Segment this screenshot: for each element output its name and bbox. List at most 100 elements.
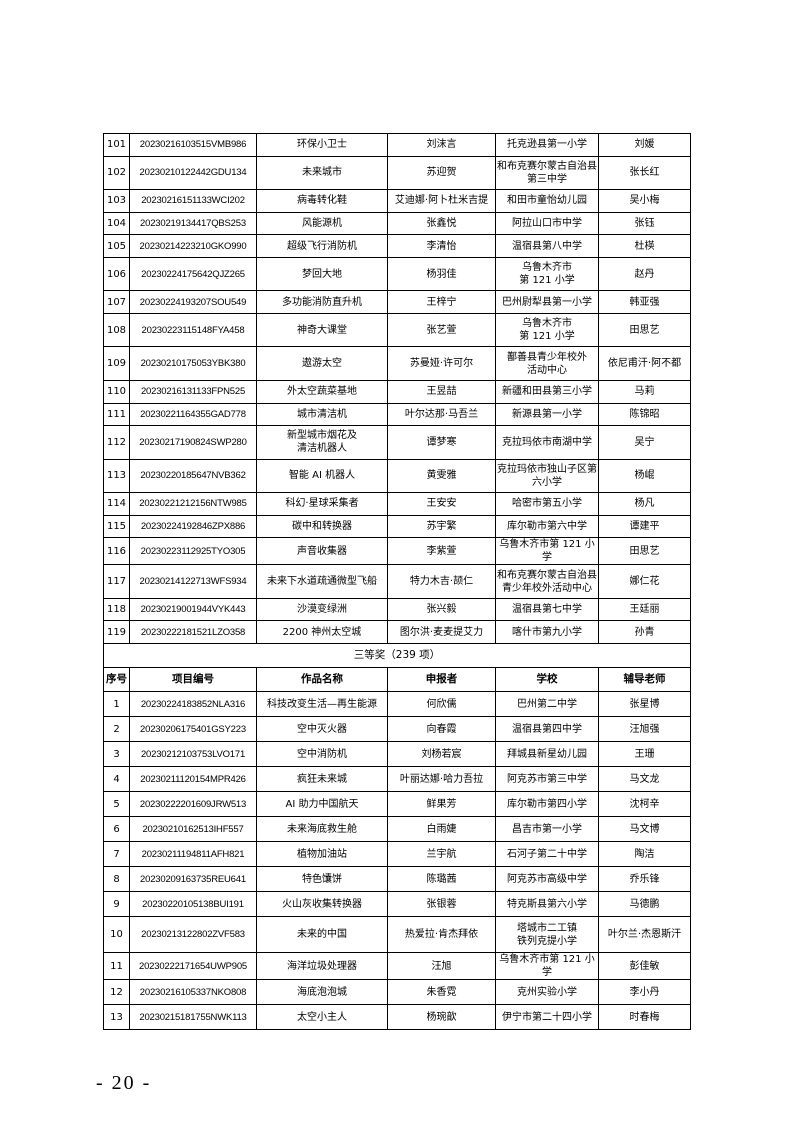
cell-code: 20230215181755NWK113 bbox=[129, 1004, 257, 1031]
cell-code: 20230211194811AFH821 bbox=[129, 841, 257, 868]
table-row: 104 20230219134417QBS253 风能源机 张鑫悦 阿拉山口市中学 张钰 bbox=[103, 211, 691, 236]
table-row: 119 20230222181521LZO358 2200 神州太空城 图尔洪·麦麦提… bbox=[103, 620, 691, 645]
cell-index: 110 bbox=[103, 379, 130, 404]
cell-index: 112 bbox=[103, 425, 130, 460]
cell-work-title: 多功能消防直升机 bbox=[256, 290, 388, 314]
cell-advisor: 张长红 bbox=[598, 155, 691, 191]
cell-work-title: 风能源机 bbox=[256, 211, 388, 236]
cell-applicant: 王安安 bbox=[387, 492, 496, 516]
cell-advisor: 吴宁 bbox=[598, 425, 691, 460]
cell-work-title: 科幻·星球采集者 bbox=[256, 492, 388, 516]
table-row: 107 20230224193207SOU549 多功能消防直升机 王梓宁 巴州尉犁县第… bbox=[103, 290, 691, 314]
cell-code: 20230216103515VMB986 bbox=[129, 133, 257, 157]
cell-index: 108 bbox=[103, 312, 130, 348]
cell-code: 20230216151133WCI202 bbox=[129, 189, 257, 213]
cell-index: 4 bbox=[103, 766, 130, 793]
cell-advisor: 赵丹 bbox=[598, 256, 691, 292]
cell-school: 特克斯县第六小学 bbox=[495, 891, 599, 918]
cell-school: 石河子第二十中学 bbox=[495, 841, 599, 868]
cell-code: 20230210122442GDU134 bbox=[129, 155, 257, 191]
cell-applicant: 王昱喆 bbox=[387, 379, 496, 404]
cell-school: 克拉玛依市南湖中学 bbox=[495, 425, 599, 460]
cell-index: 11 bbox=[103, 952, 130, 981]
cell-applicant: 刘沫言 bbox=[387, 133, 496, 157]
table-row: 11 20230222171654UWP905 海洋垃圾处理器 汪旭 乌鲁木齐市第 12… bbox=[103, 952, 691, 981]
cell-code: 20230223115148FYA458 bbox=[129, 312, 257, 348]
cell-work-title: 科技改变生活—再生能源 bbox=[256, 691, 388, 718]
cell-advisor: 刘媛 bbox=[598, 133, 691, 157]
cell-work-title: 未来下水道疏通微型飞船 bbox=[256, 564, 388, 599]
cell-work-title: 超级飞行消防机 bbox=[256, 234, 388, 258]
cell-work-title: 遨游太空 bbox=[256, 346, 388, 381]
cell-code: 20230216131133FPN525 bbox=[129, 379, 257, 404]
cell-school: 温宿县第四中学 bbox=[495, 716, 599, 743]
cell-code: 20230223112925TYO305 bbox=[129, 537, 257, 566]
cell-work-title: 城市清洁机 bbox=[256, 402, 388, 427]
cell-code: 20230216105337NKO808 bbox=[129, 979, 257, 1006]
cell-work-title: 海洋垃圾处理器 bbox=[256, 952, 388, 981]
cell-index: 7 bbox=[103, 841, 130, 868]
column-header-work-title: 作品名称 bbox=[256, 667, 388, 693]
cell-index: 109 bbox=[103, 346, 130, 381]
cell-code: 20230213122802ZVF583 bbox=[129, 916, 257, 954]
cell-work-title: 疯狂未来城 bbox=[256, 766, 388, 793]
cell-school: 克拉玛依市独山子区第 六小学 bbox=[495, 458, 599, 494]
cell-index: 114 bbox=[103, 492, 130, 516]
cell-advisor: 田思艺 bbox=[598, 537, 691, 566]
column-header-code: 项目编号 bbox=[129, 667, 257, 693]
cell-advisor: 马德鹏 bbox=[598, 891, 691, 918]
cell-advisor: 王廷丽 bbox=[598, 597, 691, 622]
cell-code: 20230212103753LVO171 bbox=[129, 741, 257, 768]
cell-school: 哈密市第五小学 bbox=[495, 492, 599, 516]
cell-applicant: 鲜果芳 bbox=[387, 791, 496, 818]
cell-school: 新源县第一小学 bbox=[495, 402, 599, 427]
table-row: 103 20230216151133WCI202 病毒转化鞋 艾迪娜·阿卜杜米吉提 和田… bbox=[103, 189, 691, 213]
cell-index: 104 bbox=[103, 211, 130, 236]
cell-applicant: 叶尔达那·马吾兰 bbox=[387, 402, 496, 427]
cell-school: 拜城县新星幼儿园 bbox=[495, 741, 599, 768]
table-row: 112 20230217190824SWP280 新型城市烟花及 清洁机器人 谭梦寒克… bbox=[103, 425, 691, 460]
cell-code: 20230210162513IHF557 bbox=[129, 816, 257, 843]
table-row: 102 20230210122442GDU134 未来城市 苏迎贺 和布克赛尔蒙古自治县… bbox=[103, 155, 691, 191]
cell-advisor: 田思艺 bbox=[598, 312, 691, 348]
cell-applicant: 张银蓉 bbox=[387, 891, 496, 918]
cell-applicant: 谭梦寒 bbox=[387, 425, 496, 460]
cell-applicant: 热爱拉·肯杰拜依 bbox=[387, 916, 496, 954]
cell-applicant: 杨琬歆 bbox=[387, 1004, 496, 1031]
cell-work-title: 病毒转化鞋 bbox=[256, 189, 388, 213]
table-row: 5 20230222201609JRW513 AI 助力中国航天 鲜果芳 库尔勒市第四小… bbox=[103, 791, 691, 818]
cell-work-title: AI 助力中国航天 bbox=[256, 791, 388, 818]
table-row: 111 20230221164355GAD778 城市清洁机 叶尔达那·马吾兰 新源县第… bbox=[103, 402, 691, 427]
cell-applicant: 白雨婕 bbox=[387, 816, 496, 843]
cell-school: 巴州第二中学 bbox=[495, 691, 599, 718]
cell-index: 101 bbox=[103, 133, 130, 157]
cell-school: 阿克苏市高级中学 bbox=[495, 866, 599, 893]
cell-work-title: 环保小卫士 bbox=[256, 133, 388, 157]
cell-index: 116 bbox=[103, 537, 130, 566]
cell-work-title: 植物加油站 bbox=[256, 841, 388, 868]
cell-advisor: 王珊 bbox=[598, 741, 691, 768]
cell-school: 喀什市第九小学 bbox=[495, 620, 599, 645]
cell-index: 1 bbox=[103, 691, 130, 718]
cell-index: 13 bbox=[103, 1004, 130, 1031]
cell-school: 塔城市二工镇 铁列克提小学 bbox=[495, 916, 599, 954]
cell-code: 20230222171654UWP905 bbox=[129, 952, 257, 981]
table-row: 113 20230220185647NVB362 智能 AI 机器人 黄雯雅 克拉玛依市… bbox=[103, 458, 691, 494]
table-row: 114 20230221212156NTW985 科幻·星球采集者 王安安 哈密市第五小… bbox=[103, 492, 691, 516]
table-row: 8 20230209163735REU641 特色馕饼 陈璐茜 阿克苏市高级中学 乔乐锋 bbox=[103, 866, 691, 893]
table-row: 118 20230219001944VYK443 沙漠变绿洲 张兴毅 温宿县第七中学 王廷… bbox=[103, 597, 691, 622]
cell-code: 20230221164355GAD778 bbox=[129, 402, 257, 427]
table-row: 115 20230224192846ZPX886 碳中和转换器 苏宇繁 库尔勒市第六中学… bbox=[103, 514, 691, 539]
cell-applicant: 苏迎贺 bbox=[387, 155, 496, 191]
table-row: 106 20230224175642QJZ265 梦回大地 杨羽佳 乌鲁木齐市 第 12… bbox=[103, 256, 691, 292]
table-row: 110 20230216131133FPN525 外太空蔬菜基地 王昱喆 新疆和田县第三… bbox=[103, 379, 691, 404]
cell-code: 20230224192846ZPX886 bbox=[129, 514, 257, 539]
cell-advisor: 时春梅 bbox=[598, 1004, 691, 1031]
cell-index: 111 bbox=[103, 402, 130, 427]
cell-applicant: 杨羽佳 bbox=[387, 256, 496, 292]
cell-school: 巴州尉犁县第一小学 bbox=[495, 290, 599, 314]
cell-advisor: 乔乐锋 bbox=[598, 866, 691, 893]
table-row: 105 20230214223210GKO990 超级飞行消防机 李清怡 温宿县第八中学… bbox=[103, 234, 691, 258]
cell-school: 和布克赛尔蒙古自治县 青少年校外活动中心 bbox=[495, 564, 599, 599]
cell-school: 阿拉山口市中学 bbox=[495, 211, 599, 236]
